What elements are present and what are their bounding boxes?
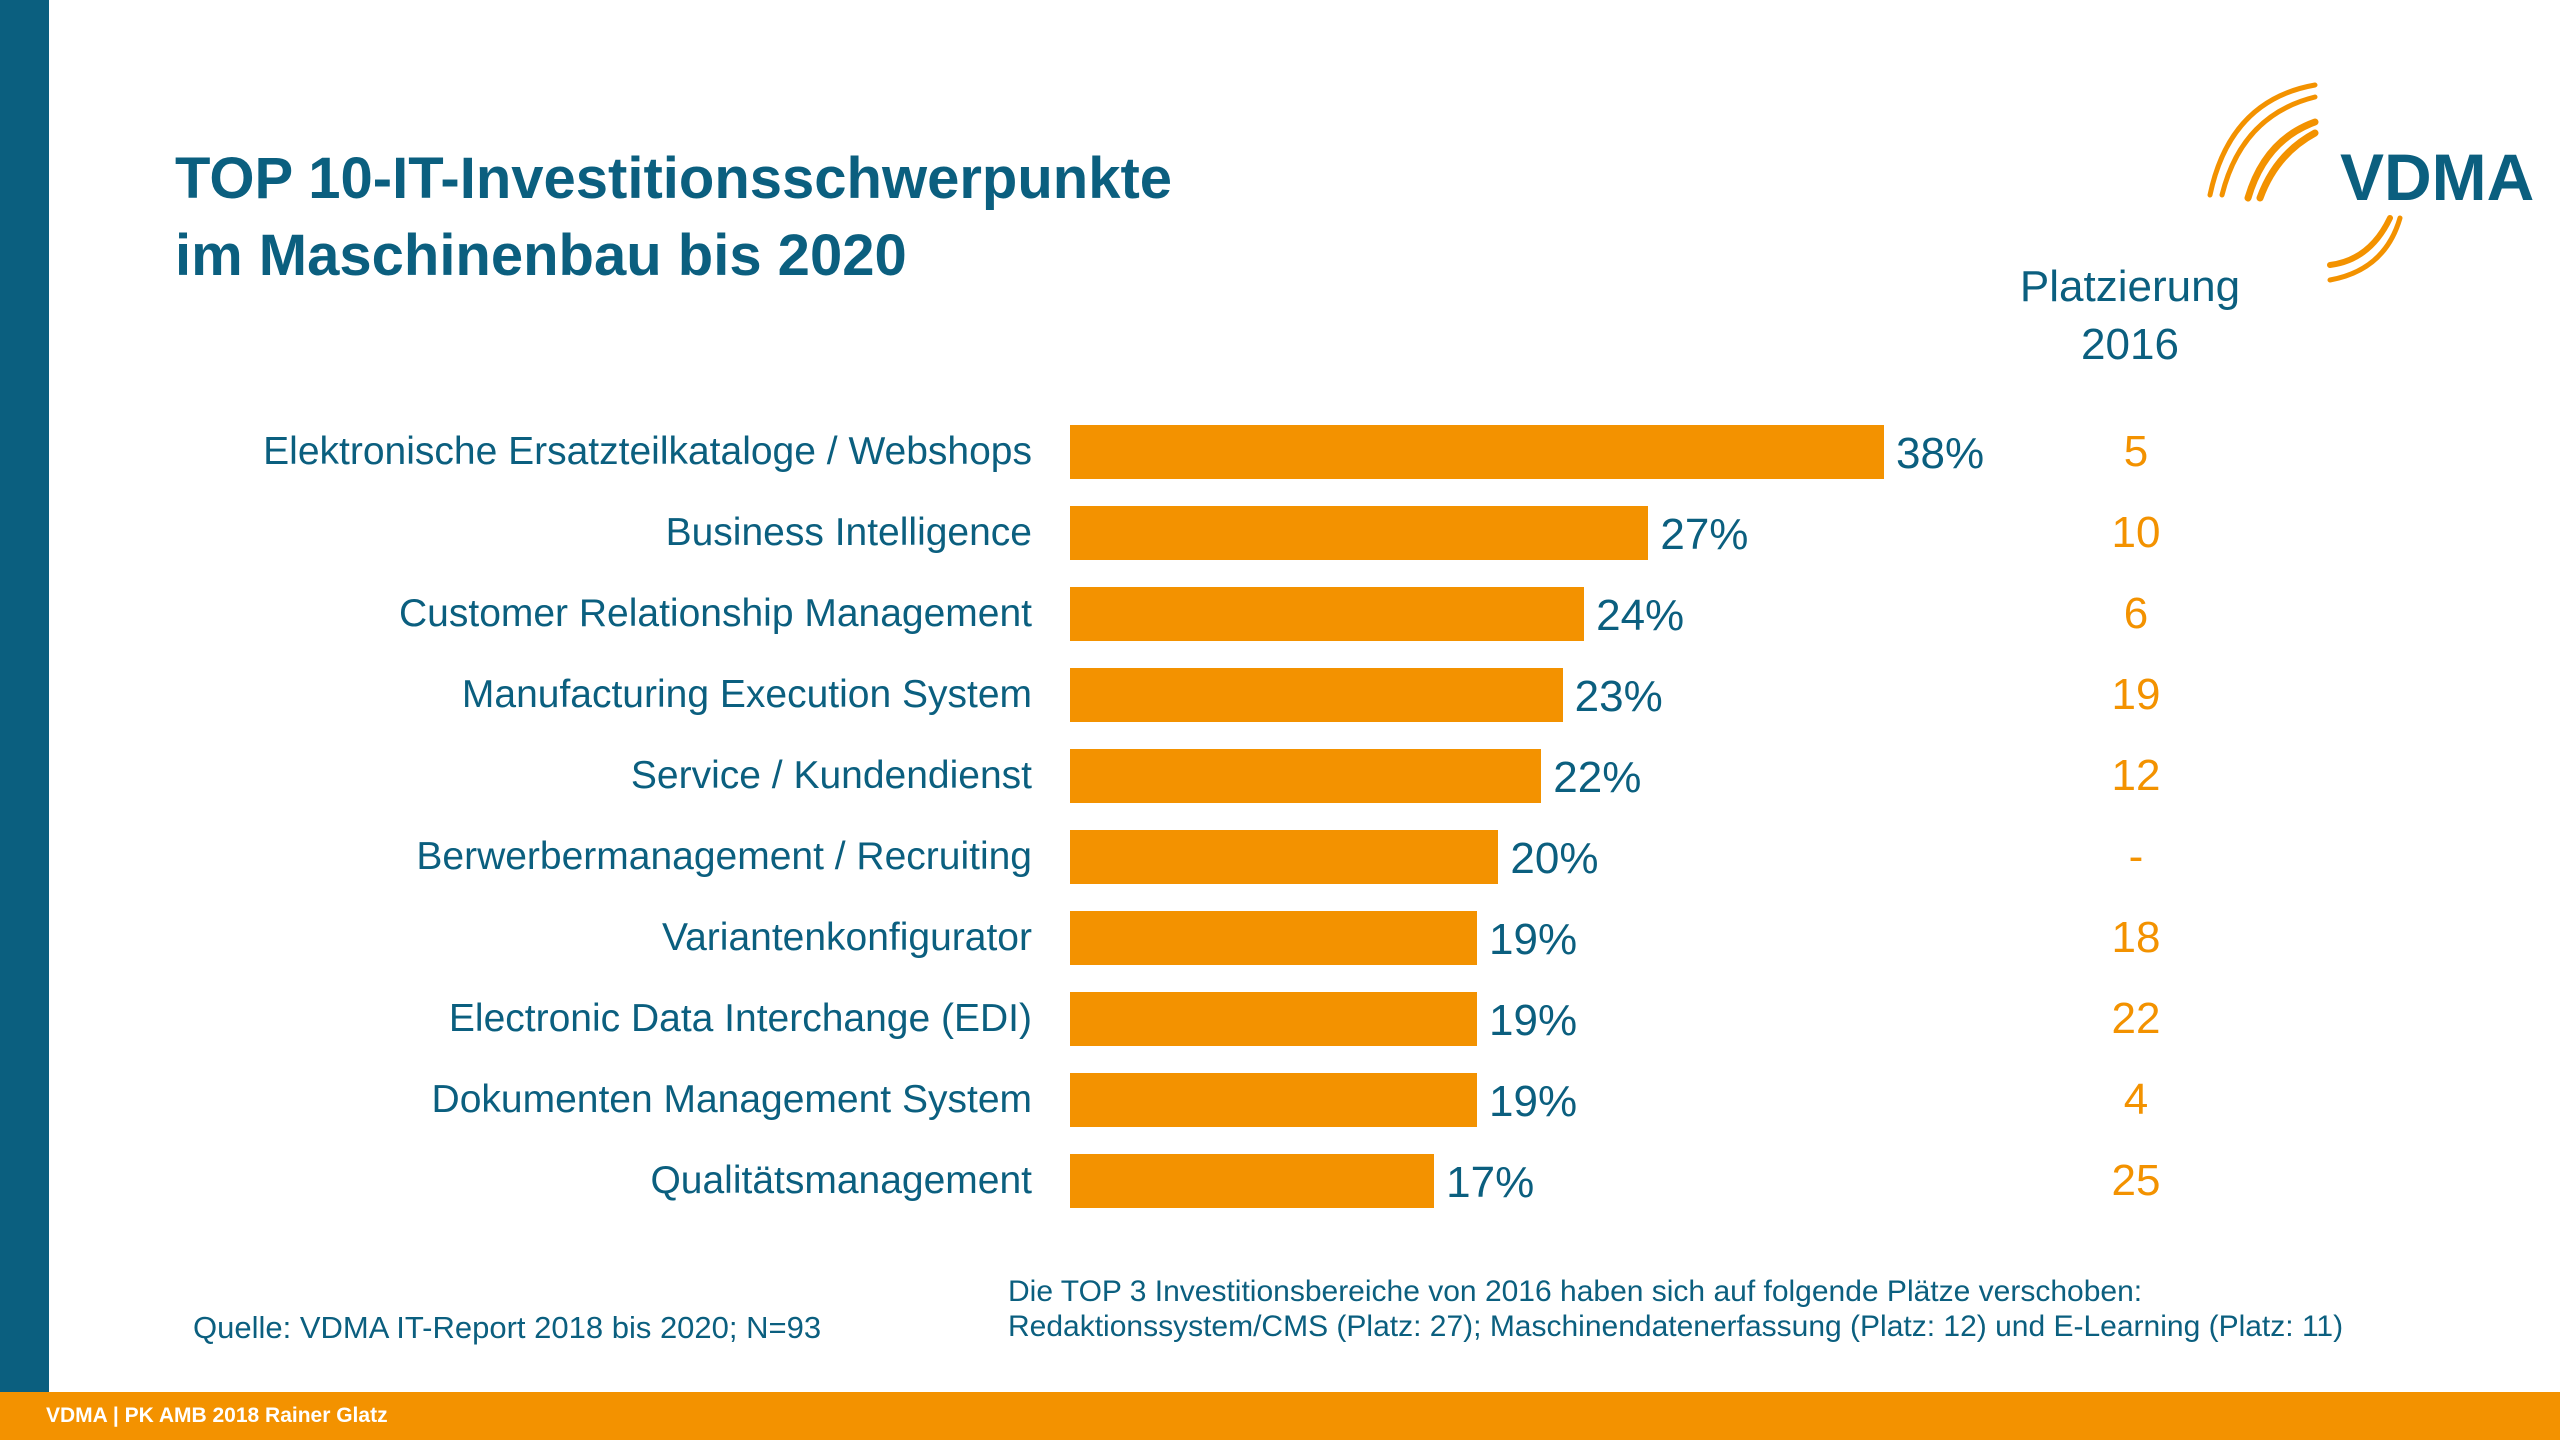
title-line-1: TOP 10-IT-Investitionsschwerpunkte	[175, 146, 1173, 211]
bar	[1070, 425, 1884, 479]
rank-2016: 19	[2111, 670, 2161, 719]
vdma-logo: VDMA	[2207, 82, 2534, 283]
rank-2016: 12	[2111, 751, 2161, 800]
bar	[1070, 830, 1499, 884]
footer-text: VDMA | PK AMB 2018 Rainer Glatz	[46, 1404, 388, 1427]
rank-2016: 10	[2111, 508, 2161, 557]
bar	[1070, 911, 1477, 965]
bar	[1070, 992, 1477, 1046]
category-label: Berwerbermanagement / Recruiting	[416, 835, 1032, 878]
footer-bar: VDMA | PK AMB 2018 Rainer Glatz	[0, 1392, 2560, 1440]
category-label: Service / Kundendienst	[630, 754, 1032, 797]
source-note: Quelle: VDMA IT-Report 2018 bis 2020; N=…	[193, 1310, 822, 1345]
footnote-line-1: Die TOP 3 Investitionsbereiche von 2016 …	[1008, 1275, 2143, 1308]
footnote: Die TOP 3 Investitionsbereiche von 2016 …	[1008, 1274, 2343, 1344]
value-label: 27%	[1660, 510, 1749, 559]
rank-header-line-2: 2016	[2081, 320, 2179, 369]
category-label: Electronic Data Interchange (EDI)	[448, 997, 1032, 1040]
rank-header-line-1: Platzierung	[2019, 262, 2241, 311]
value-label: 19%	[1489, 1077, 1578, 1126]
rank-2016: 6	[2123, 589, 2149, 638]
page-title: TOP 10-IT-Investitionsschwerpunkte im Ma…	[175, 140, 1172, 294]
value-label: 19%	[1489, 996, 1578, 1045]
value-label: 20%	[1510, 834, 1599, 883]
bar	[1070, 587, 1585, 641]
value-label: 38%	[1896, 429, 1985, 478]
category-label: Manufacturing Execution System	[461, 673, 1032, 716]
rank-2016: 18	[2111, 913, 2161, 962]
footnote-line-2: Redaktionssystem/CMS (Platz: 27); Maschi…	[1008, 1310, 2344, 1343]
left-accent-bar	[0, 0, 49, 1392]
category-label: Customer Relationship Management	[399, 592, 1032, 635]
category-label: Variantenkonfigurator	[661, 916, 1032, 959]
bar	[1070, 668, 1563, 722]
value-label: 19%	[1489, 915, 1578, 964]
rank-column-header: Platzierung 2016	[1930, 258, 2330, 374]
rank-2016: 25	[2111, 1156, 2161, 1205]
rank-2016: 22	[2111, 994, 2161, 1043]
value-label: 23%	[1574, 672, 1663, 721]
value-label: 22%	[1553, 753, 1642, 802]
bar	[1070, 506, 1649, 560]
value-label: 24%	[1596, 591, 1685, 640]
title-line-2: im Maschinenbau bis 2020	[175, 223, 907, 288]
bar	[1070, 1073, 1477, 1127]
rank-2016: 4	[2123, 1075, 2149, 1124]
svg-text:VDMA: VDMA	[2340, 140, 2534, 214]
value-label: 17%	[1446, 1158, 1535, 1207]
bar	[1070, 749, 1542, 803]
rank-2016: -	[2128, 832, 2144, 881]
bar	[1070, 1154, 1435, 1208]
category-label: Business Intelligence	[665, 511, 1032, 554]
category-label: Dokumenten Management System	[431, 1078, 1032, 1121]
category-label: Qualitätsmanagement	[650, 1159, 1032, 1202]
rank-2016: 5	[2123, 427, 2149, 476]
category-label: Elektronische Ersatzteilkataloge / Websh…	[263, 430, 1032, 473]
